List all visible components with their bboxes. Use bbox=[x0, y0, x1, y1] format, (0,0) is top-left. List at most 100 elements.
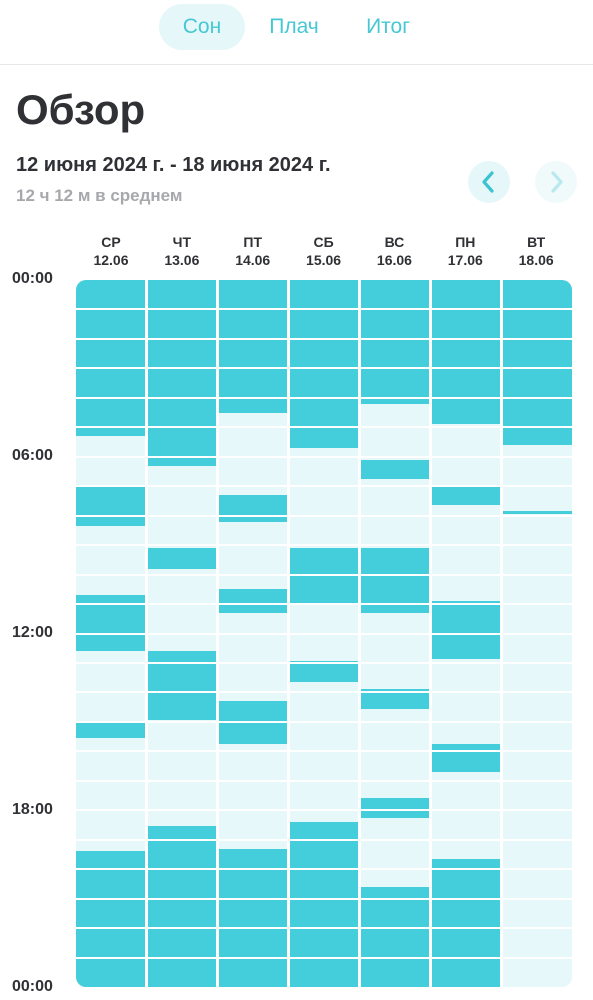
sleep-segment[interactable] bbox=[288, 661, 360, 683]
time-label: 06:00 bbox=[12, 447, 53, 464]
day-header: ПН 17.06 bbox=[430, 233, 500, 269]
sleep-segment[interactable] bbox=[430, 743, 502, 772]
day-column bbox=[288, 280, 360, 987]
sleep-segment[interactable] bbox=[76, 280, 147, 437]
column-separator bbox=[145, 280, 149, 987]
day-date: 18.06 bbox=[518, 252, 554, 268]
hour-gridline bbox=[76, 632, 572, 635]
day-date: 15.06 bbox=[306, 252, 342, 268]
sleep-segment[interactable] bbox=[430, 858, 502, 987]
day-header: СР 12.06 bbox=[76, 233, 146, 269]
day-header: ЧТ 13.06 bbox=[147, 233, 217, 269]
column-separator bbox=[216, 280, 220, 987]
hour-gridline bbox=[76, 573, 572, 576]
sleep-segment[interactable] bbox=[76, 486, 147, 526]
sleep-segment[interactable] bbox=[430, 486, 502, 506]
sleep-segment[interactable] bbox=[217, 848, 289, 987]
day-date: 16.06 bbox=[376, 252, 412, 268]
hour-gridline bbox=[76, 485, 572, 488]
hour-gridline bbox=[76, 455, 572, 458]
day-header: ВС 16.06 bbox=[359, 233, 429, 269]
time-label: 00:00 bbox=[12, 270, 53, 287]
sleep-segment[interactable] bbox=[217, 589, 289, 613]
sleep-segment[interactable] bbox=[359, 280, 431, 404]
day-column bbox=[430, 280, 502, 987]
tab-summary[interactable]: Итог bbox=[366, 15, 410, 38]
hour-gridline bbox=[76, 337, 572, 340]
sleep-segment[interactable] bbox=[76, 721, 147, 739]
sleep-chart bbox=[76, 280, 572, 987]
day-column bbox=[359, 280, 431, 987]
day-of-week: СБ bbox=[313, 234, 334, 250]
hour-gridline bbox=[76, 750, 572, 753]
time-label: 18:00 bbox=[12, 801, 53, 818]
sleep-segment[interactable] bbox=[217, 495, 289, 522]
hour-gridline bbox=[76, 779, 572, 782]
hour-gridline bbox=[76, 514, 572, 517]
column-separator bbox=[357, 280, 361, 987]
time-label: 12:00 bbox=[12, 624, 53, 641]
day-of-week: ПН bbox=[455, 234, 476, 250]
day-date: 13.06 bbox=[164, 252, 200, 268]
sleep-segment[interactable] bbox=[501, 280, 572, 445]
tab-sleep[interactable]: Сон bbox=[159, 4, 245, 50]
hour-gridline bbox=[76, 897, 572, 900]
date-range: 12 июня 2024 г. - 18 июня 2024 г. bbox=[16, 154, 331, 176]
prev-week-button[interactable] bbox=[468, 161, 510, 203]
sleep-segment[interactable] bbox=[146, 280, 218, 466]
tab-crying[interactable]: Плач bbox=[269, 15, 319, 38]
sleep-segment[interactable] bbox=[146, 548, 218, 569]
next-week-button[interactable] bbox=[535, 161, 577, 203]
column-separator bbox=[499, 280, 503, 987]
day-date: 17.06 bbox=[447, 252, 483, 268]
hour-gridline bbox=[76, 426, 572, 429]
day-of-week: СР bbox=[101, 234, 121, 250]
hour-gridline bbox=[76, 868, 572, 871]
hour-gridline bbox=[76, 661, 572, 664]
hour-gridline bbox=[76, 809, 572, 812]
day-header: ПТ 14.06 bbox=[218, 233, 288, 269]
day-header: СБ 15.06 bbox=[289, 233, 359, 269]
tab-bar: Сон Плач Итог bbox=[0, 4, 593, 50]
hour-gridline bbox=[76, 367, 572, 370]
chevron-right-icon bbox=[551, 171, 563, 193]
hour-gridline bbox=[76, 838, 572, 841]
hour-gridline bbox=[76, 691, 572, 694]
hour-gridline bbox=[76, 720, 572, 723]
sleep-segment[interactable] bbox=[76, 851, 147, 987]
page-title: Обзор bbox=[16, 86, 146, 133]
day-of-week: ПТ bbox=[243, 234, 263, 250]
sleep-segment[interactable] bbox=[501, 511, 572, 515]
average-sleep: 12 ч 12 м в среднем bbox=[16, 186, 183, 205]
sleep-segment[interactable] bbox=[359, 798, 431, 818]
hour-gridline bbox=[76, 927, 572, 930]
sleep-segment[interactable] bbox=[146, 826, 218, 987]
sleep-segment[interactable] bbox=[430, 601, 502, 659]
hour-gridline bbox=[76, 956, 572, 959]
sleep-segment[interactable] bbox=[288, 280, 360, 448]
hour-gridline bbox=[76, 396, 572, 399]
day-column bbox=[501, 280, 572, 987]
day-date: 14.06 bbox=[235, 252, 271, 268]
hour-gridline bbox=[76, 603, 572, 606]
day-header: ВТ 18.06 bbox=[501, 233, 571, 269]
sleep-segment[interactable] bbox=[359, 459, 431, 479]
sleep-segment[interactable] bbox=[359, 548, 431, 613]
sleep-segment[interactable] bbox=[288, 822, 360, 987]
day-of-week: ВТ bbox=[527, 234, 546, 250]
sleep-segment[interactable] bbox=[359, 689, 431, 709]
sleep-segment[interactable] bbox=[430, 280, 502, 425]
chevron-left-icon bbox=[482, 171, 494, 193]
sleep-segment[interactable] bbox=[217, 280, 289, 413]
day-date: 12.06 bbox=[93, 252, 129, 268]
hour-gridline bbox=[76, 544, 572, 547]
day-of-week: ЧТ bbox=[172, 234, 192, 250]
sleep-segment[interactable] bbox=[359, 886, 431, 987]
column-separator bbox=[428, 280, 432, 987]
day-of-week: ВС bbox=[384, 234, 405, 250]
hour-gridline bbox=[76, 308, 572, 311]
header-divider bbox=[0, 64, 593, 65]
column-separator bbox=[287, 280, 291, 987]
time-label: 00:00 bbox=[12, 978, 53, 995]
day-column bbox=[146, 280, 218, 987]
